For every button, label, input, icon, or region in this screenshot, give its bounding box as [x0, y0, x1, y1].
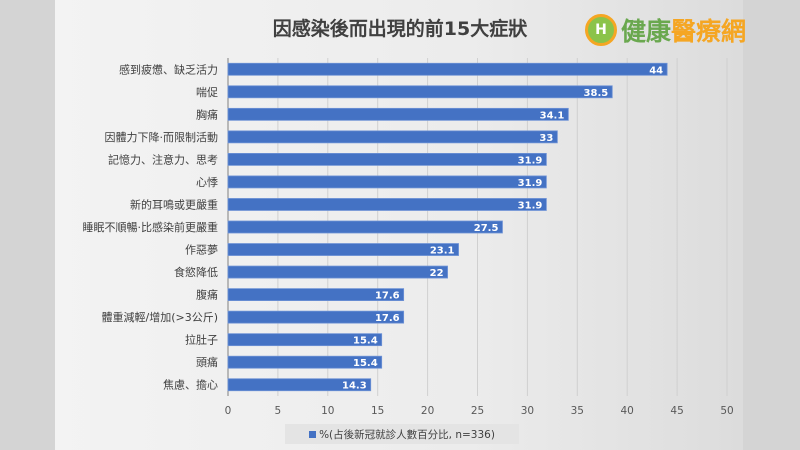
category-label: 睡眠不順暢·比感染前更嚴重 — [83, 220, 219, 234]
data-label: 17.6 — [375, 291, 400, 302]
data-label: 23.1 — [430, 246, 455, 257]
data-label: 38.5 — [584, 88, 609, 99]
data-label: 33 — [539, 133, 553, 144]
legend-label: %(占後新冠就診人數百分比, n=336) — [319, 428, 495, 441]
bar — [227, 333, 383, 347]
category-label: 因體力下降·而限制活動 — [105, 130, 219, 144]
category-label: 心悸 — [196, 176, 218, 189]
data-label: 31.9 — [518, 200, 543, 211]
data-label: 31.9 — [518, 178, 543, 189]
category-label: 體重減輕/增加(>3公斤) — [101, 310, 218, 324]
data-label: 22 — [430, 268, 444, 279]
category-label: 新的耳鳴或更嚴重 — [130, 197, 218, 211]
category-label: 拉肚子 — [185, 333, 218, 347]
heart-logo-icon: H — [585, 14, 617, 46]
bar — [227, 288, 405, 302]
bar — [227, 198, 547, 211]
data-label: 27.5 — [474, 223, 499, 234]
bar — [227, 62, 668, 76]
x-tick-label: 25 — [471, 405, 484, 417]
bar — [227, 220, 503, 234]
category-label: 記憶力、注意力、思考 — [108, 152, 218, 166]
logo-text-green: 健康 — [621, 17, 672, 46]
data-label: 15.4 — [353, 358, 378, 369]
data-label: 14.3 — [342, 381, 367, 392]
data-label: 15.4 — [353, 336, 378, 347]
x-tick-label: 40 — [621, 405, 634, 417]
bar — [227, 107, 569, 121]
bar — [227, 85, 613, 99]
category-label: 喘促 — [196, 85, 218, 99]
bar — [227, 243, 459, 256]
x-tick-label: 0 — [225, 405, 232, 417]
category-label: 焦慮、擔心 — [163, 378, 218, 392]
x-tick-label: 10 — [321, 405, 334, 417]
category-label: 胸痛 — [196, 107, 218, 121]
data-label: 44 — [649, 65, 663, 76]
category-label: 感到疲憊、缺乏活力 — [119, 62, 218, 76]
category-label: 腹痛 — [196, 288, 218, 302]
x-tick-label: 45 — [670, 405, 683, 417]
legend-swatch — [309, 430, 317, 438]
x-tick-label: 50 — [720, 405, 733, 417]
bar — [227, 130, 558, 144]
logo-text-orange: 醫療網 — [671, 17, 747, 46]
legend: %(占後新冠就診人數百分比, n=336) — [285, 424, 519, 444]
x-tick-label: 5 — [275, 405, 282, 417]
data-label: 17.6 — [375, 313, 400, 324]
bar — [227, 378, 372, 392]
data-label: 34.1 — [540, 110, 565, 121]
x-tick-label: 30 — [521, 405, 534, 417]
bar — [227, 265, 448, 279]
bar — [227, 310, 405, 324]
x-tick-label: 35 — [571, 405, 584, 417]
category-label: 食慾降低 — [174, 265, 218, 279]
bar — [227, 355, 383, 369]
chart-title: 因感染後而出現的前15大症狀 — [272, 18, 528, 40]
x-tick-label: 20 — [421, 405, 434, 417]
bar — [227, 175, 547, 189]
logo: H 健康 醫療網 — [585, 12, 746, 48]
bar — [227, 152, 547, 166]
category-label: 作惡夢 — [185, 244, 218, 257]
data-label: 31.9 — [518, 155, 543, 166]
category-label: 頭痛 — [196, 355, 218, 369]
x-tick-label: 15 — [371, 405, 384, 417]
